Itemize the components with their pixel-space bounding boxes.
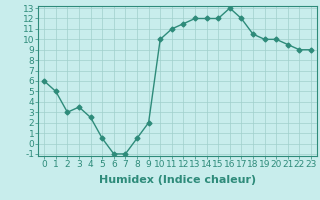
X-axis label: Humidex (Indice chaleur): Humidex (Indice chaleur) (99, 175, 256, 185)
